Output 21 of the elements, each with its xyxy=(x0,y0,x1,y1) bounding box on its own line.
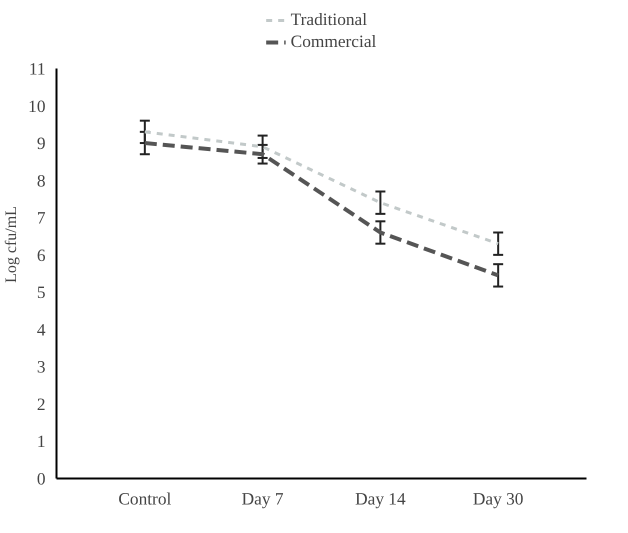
y-tick-label: 8 xyxy=(36,171,46,190)
y-axis-title: Log cfu/mL xyxy=(3,206,20,283)
x-tick-label: Control xyxy=(118,490,172,508)
y-tick-label: 11 xyxy=(28,60,46,78)
y-tick-label: 0 xyxy=(36,470,46,488)
y-tick-label: 9 xyxy=(36,134,46,154)
y-tick-label: 7 xyxy=(36,208,46,228)
y-tick-label: 5 xyxy=(36,283,46,302)
y-tick-label: 10 xyxy=(28,96,46,116)
legend-label: Traditional xyxy=(290,10,368,30)
x-tick-label: Day 14 xyxy=(355,490,406,508)
line-series xyxy=(142,141,500,278)
y-tick-label: 6 xyxy=(36,246,46,265)
line-series xyxy=(143,130,500,246)
y-tick-label: 1 xyxy=(36,432,46,452)
y-tick-label: 3 xyxy=(36,358,46,377)
legend-label: Commercial xyxy=(290,32,376,52)
y-tick-label: 4 xyxy=(36,320,46,340)
x-tick-label: Day 30 xyxy=(472,490,524,508)
x-tick-label: Day 7 xyxy=(242,490,284,508)
y-tick-label: 2 xyxy=(36,394,46,414)
